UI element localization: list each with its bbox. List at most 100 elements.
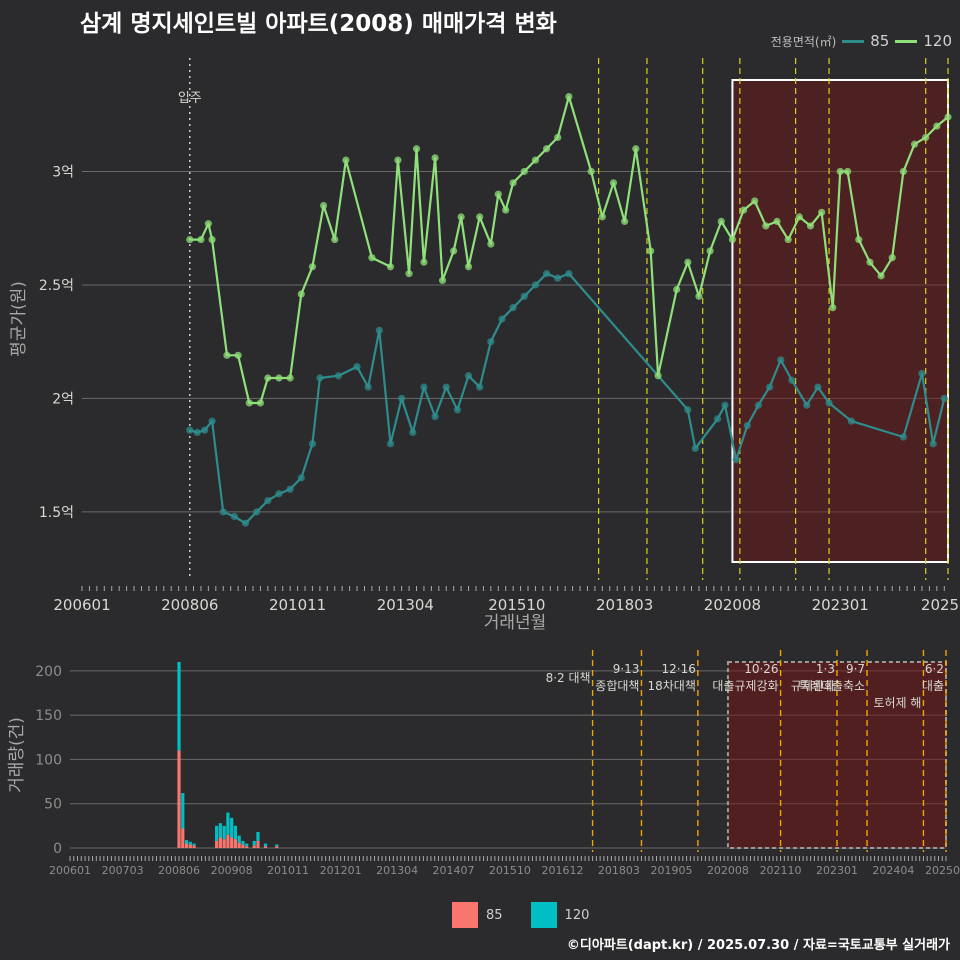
series-120-point <box>621 217 629 226</box>
series-85-point <box>316 374 324 382</box>
series-120-point <box>509 179 517 187</box>
volume-y-axis-title: 거래량(건) <box>7 717 27 793</box>
series-85-point <box>487 338 495 346</box>
series-120-point <box>450 247 458 255</box>
volume-bar-120 <box>256 832 260 841</box>
series-120-point <box>818 208 826 216</box>
series-85-point <box>193 428 201 437</box>
volume-x-tick-label: 202506 <box>925 864 960 877</box>
price-x-tick-label: 201304 <box>377 596 434 614</box>
volume-bar-120 <box>252 840 256 846</box>
series-120-point <box>542 145 551 153</box>
series-120-point <box>394 156 402 164</box>
volume-y-tick-label: 200 <box>35 664 62 680</box>
highlight-box <box>731 79 950 563</box>
volume-x-tick-label: 202008 <box>707 864 749 877</box>
volume-y-tick-label: 150 <box>35 708 62 724</box>
volume-bar-85 <box>275 846 279 848</box>
policy-name-label: 토허제 해 <box>873 696 921 710</box>
volume-y-tick-label: 100 <box>35 752 62 768</box>
volume-bar-120 <box>230 817 234 838</box>
series-85-point <box>420 383 428 391</box>
policy-name-label: 대출 <box>922 679 944 693</box>
price-x-tick-label: 201011 <box>269 596 326 614</box>
series-120-point <box>609 179 618 187</box>
policy-date-label: 9·13 <box>613 662 640 676</box>
series-85-point <box>186 426 194 434</box>
series-120-point <box>728 235 737 244</box>
series-120-point <box>438 276 447 285</box>
volume-bar-85 <box>181 828 185 848</box>
volume-x-tick-label: 201510 <box>489 864 531 877</box>
price-x-tick-label: 201510 <box>488 596 545 614</box>
series-85-point <box>297 474 305 482</box>
volume-x-tick-label: 202301 <box>816 864 858 877</box>
series-85-point <box>334 372 343 380</box>
series-120-point <box>476 213 484 221</box>
series-120-point <box>502 206 510 214</box>
price-y-tick-label: 3억 <box>52 164 74 180</box>
series-120-point <box>632 145 640 153</box>
policy-date-label: 12·16 <box>662 662 696 676</box>
series-85-point <box>201 426 209 434</box>
volume-x-tick-label: 201407 <box>432 864 474 877</box>
volume-bar-120 <box>275 844 279 847</box>
series-120-point <box>331 235 339 244</box>
series-85-point <box>777 356 785 364</box>
volume-bar-120 <box>263 843 268 847</box>
policy-name-label: 특례대출축소 <box>799 679 865 693</box>
series-120-point <box>204 220 212 228</box>
price-y-tick-label: 2.5억 <box>39 278 74 294</box>
series-120-point <box>431 154 439 162</box>
legend-120-text: 120 <box>564 907 590 923</box>
series-85-point <box>253 508 261 516</box>
series-120-point <box>319 201 328 210</box>
legend-120-label: 120 <box>923 32 952 50</box>
series-85-point <box>431 412 439 421</box>
series-85-point <box>275 490 283 498</box>
series-85-point <box>721 401 729 409</box>
price-y-tick-label: 1.5억 <box>39 505 74 521</box>
volume-bar-85 <box>263 846 268 848</box>
volume-bar-120 <box>177 662 181 751</box>
series-120-point <box>264 374 272 382</box>
volume-bar-120 <box>233 825 238 840</box>
series-120-point <box>673 285 681 294</box>
series-120-point <box>806 222 815 230</box>
series-120-point <box>275 374 283 382</box>
series-120-point <box>855 235 863 244</box>
series-120-point <box>245 399 253 407</box>
series-85-point <box>899 433 907 441</box>
series-85-point <box>208 417 216 425</box>
volume-x-tick-label: 200908 <box>211 864 253 877</box>
series-120-point <box>751 197 759 205</box>
series-120-point <box>531 156 540 164</box>
legend-85-line <box>842 39 865 43</box>
chart-title: 삼계 명지세인트빌 아파트(2008) 매매가격 변화 <box>80 11 557 37</box>
series-120-point <box>368 254 376 262</box>
policy-name-label: 종합대책 <box>595 678 639 693</box>
legend-85-label: 85 <box>870 32 890 50</box>
series-85-point <box>442 383 450 391</box>
series-120-point <box>405 270 413 278</box>
series-120-point <box>342 156 350 164</box>
series-85-point <box>918 369 926 378</box>
series-85-point <box>498 315 506 323</box>
series-85-point <box>286 485 294 493</box>
volume-bar-120 <box>226 812 230 835</box>
series-85-point <box>520 292 528 300</box>
series-120-point <box>922 133 930 142</box>
series-120-point <box>420 258 428 266</box>
series-120-point <box>795 213 803 221</box>
series-120-point <box>598 213 606 221</box>
series-120-point <box>866 258 874 266</box>
volume-chart: 0 50 100 150 200 8·2 대책 9·13 종합대책 12·16 18차대책 10·2… <box>7 650 960 877</box>
volume-bar-85 <box>192 845 196 848</box>
volume-x-tick-label: 201612 <box>542 864 584 877</box>
price-y-axis-title: 평균가(원) <box>9 281 29 357</box>
policy-name-label: 대출규제강화 <box>712 679 778 693</box>
volume-bar-85 <box>222 839 226 848</box>
legend-85-swatch <box>452 902 478 928</box>
volume-x-tick-label: 201803 <box>598 864 640 877</box>
series-85-point <box>743 422 751 430</box>
